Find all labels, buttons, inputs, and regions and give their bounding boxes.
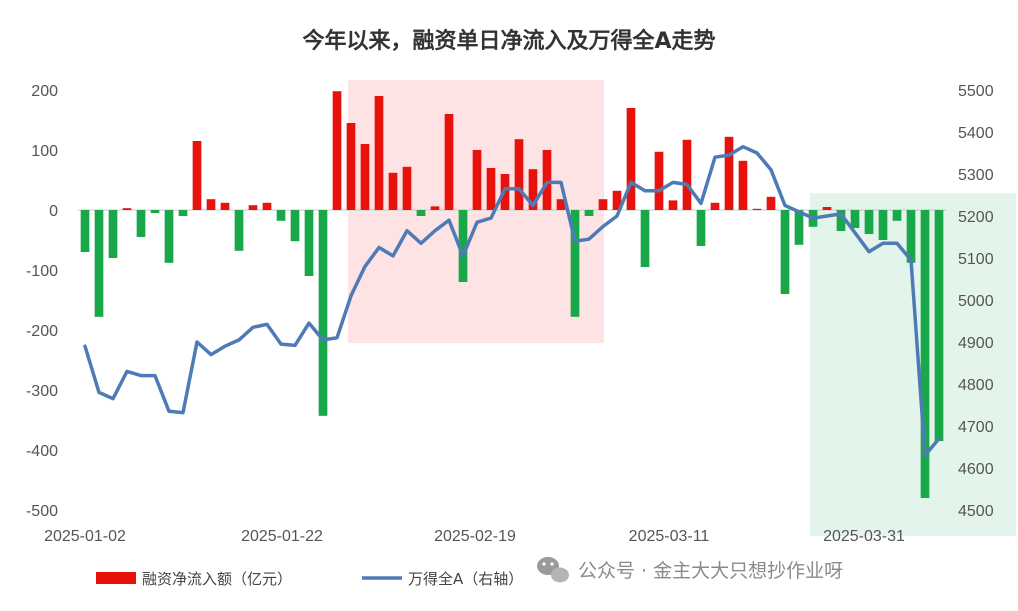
x-tick-label: 2025-01-02 [44, 528, 126, 545]
bar [738, 160, 748, 210]
bar [570, 210, 580, 317]
bar [752, 208, 762, 210]
bar [850, 210, 860, 228]
bar [136, 210, 146, 237]
bar [920, 210, 930, 498]
bar [178, 210, 188, 216]
bar [304, 210, 314, 276]
bar [122, 208, 132, 210]
bar [388, 172, 398, 210]
bar [878, 210, 888, 240]
y-right-tick-label: 5100 [958, 251, 994, 268]
bar [822, 207, 832, 210]
y-right-tick-label: 5000 [958, 293, 994, 310]
y-right-tick-label: 4800 [958, 377, 994, 394]
highlight-region [348, 80, 604, 344]
y-right-tick-label: 4900 [958, 335, 994, 352]
bar [486, 168, 496, 210]
y-right-tick-label: 5300 [958, 167, 994, 184]
bar [584, 210, 594, 216]
watermark: 公众号 · 金主大大只想抄作业呀 [537, 557, 843, 583]
wechat-icon [537, 557, 569, 583]
y-left-axis: 200 100 0 -100 -200 -300 -400 -500 [26, 83, 58, 520]
chart-title: 今年以来，融资单日净流入及万得全A走势 [302, 28, 715, 54]
x-tick-label: 2025-03-11 [629, 528, 710, 545]
bar [430, 206, 440, 210]
bar [374, 96, 384, 210]
bar [528, 169, 538, 210]
x-tick-label: 2025-03-31 [823, 528, 905, 545]
bar [934, 210, 944, 441]
bar [220, 202, 230, 210]
y-right-tick-label: 5400 [958, 125, 994, 142]
bar [514, 139, 524, 210]
y-right-tick-label: 4700 [958, 419, 994, 436]
bar [696, 210, 706, 246]
bar [556, 199, 566, 210]
line-series [83, 144, 941, 458]
bar [780, 210, 790, 294]
bar [668, 200, 678, 210]
bar [346, 123, 356, 210]
bar [276, 210, 286, 221]
bar [794, 210, 804, 245]
y-left-tick-label: 200 [31, 83, 58, 100]
y-left-tick-label: -100 [26, 263, 58, 280]
bar [94, 210, 104, 317]
bar [206, 199, 216, 210]
bar [332, 91, 342, 210]
bar [402, 166, 412, 210]
bar [108, 210, 118, 258]
legend-bar-label: 融资净流入额（亿元） [142, 570, 292, 588]
bar [444, 114, 454, 210]
bar [290, 210, 300, 242]
bar [766, 196, 776, 210]
bar [598, 199, 608, 210]
bar [360, 144, 370, 210]
x-tick-label: 2025-01-22 [241, 528, 323, 545]
bar [640, 210, 650, 267]
bar [542, 150, 552, 210]
bar [836, 210, 846, 231]
legend-line-label: 万得全A（右轴） [408, 570, 523, 588]
y-right-tick-label: 5200 [958, 209, 994, 226]
y-left-tick-label: 0 [49, 203, 58, 220]
bar [150, 210, 160, 213]
x-axis: 2025-01-02 2025-01-22 2025-02-19 2025-03-11… [44, 528, 905, 545]
y-right-tick-label: 4600 [958, 461, 994, 478]
x-tick-label: 2025-02-19 [434, 528, 516, 545]
watermark-text: 公众号 · 金主大大只想抄作业呀 [578, 560, 843, 582]
bar [234, 210, 244, 251]
y-left-tick-label: -400 [26, 443, 58, 460]
bar [906, 210, 916, 263]
y-left-tick-label: -200 [26, 323, 58, 340]
bar [416, 210, 426, 216]
bar [192, 141, 202, 210]
bar [262, 202, 272, 210]
y-right-tick-label: 4500 [958, 503, 994, 520]
bar [626, 108, 636, 210]
bar [164, 210, 174, 263]
bar [892, 210, 902, 221]
bar [654, 151, 664, 210]
bar [724, 136, 734, 210]
bar [318, 210, 328, 416]
bar [248, 205, 258, 210]
bar [710, 202, 720, 210]
y-right-tick-label: 5500 [958, 83, 994, 100]
bar [612, 190, 622, 210]
bar-series [80, 91, 944, 498]
y-right-axis: 5500 5400 5300 5200 5100 5000 4900 4800 4700 4600… [958, 83, 994, 520]
y-left-tick-label: -500 [26, 503, 58, 520]
y-left-tick-label: 100 [31, 143, 58, 160]
y-left-tick-label: -300 [26, 383, 58, 400]
bar [458, 210, 468, 282]
bar [682, 139, 692, 210]
bar [864, 210, 874, 234]
bar [472, 150, 482, 210]
bar [80, 210, 90, 252]
legend-bar-swatch [96, 572, 136, 584]
legend: 融资净流入额（亿元） 万得全A（右轴） [96, 570, 523, 588]
